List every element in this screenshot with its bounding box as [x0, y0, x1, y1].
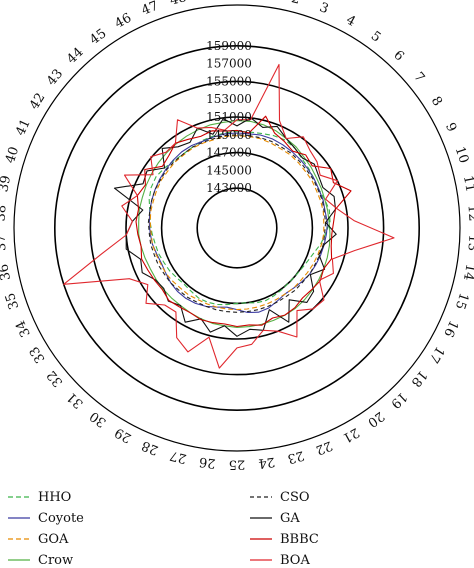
category-label: 32	[44, 367, 66, 389]
category-label: 44	[64, 45, 86, 67]
grid-ring	[125, 116, 349, 340]
radial-tick-label: 151000	[206, 110, 252, 124]
category-label: 36	[0, 263, 14, 282]
legend-label: BOA	[280, 553, 310, 568]
category-label: 48	[168, 0, 188, 9]
category-label: 21	[340, 424, 362, 445]
legend-label: Coyote	[38, 511, 84, 526]
legend-label: CSO	[280, 490, 310, 505]
legend-label: GA	[280, 511, 300, 526]
legend: HHO Coyote GOA Crow CSO GA BBBC BOA	[8, 490, 319, 568]
category-label: 6	[390, 48, 406, 65]
category-label: 49	[198, 0, 216, 2]
series-line-bbbc	[135, 115, 352, 328]
radial-tick-label: 155000	[206, 74, 252, 88]
category-label: 7	[410, 70, 427, 86]
category-label: 33	[27, 343, 49, 365]
series-line-cso	[147, 134, 327, 313]
category-label: 16	[440, 318, 461, 339]
category-label: 20	[365, 408, 387, 430]
category-label: 19	[387, 389, 409, 411]
category-label: 46	[112, 11, 134, 32]
category-label: 35	[3, 291, 22, 311]
category-label: 1	[262, 0, 272, 2]
category-label: 37	[0, 234, 10, 251]
category-label: 9	[442, 121, 459, 135]
category-label: 10	[452, 145, 471, 165]
category-label: 4	[343, 13, 357, 30]
series-line-hho	[148, 130, 331, 306]
category-label: 26	[198, 454, 216, 471]
category-label: 47	[140, 0, 161, 19]
radial-grid	[13, 4, 461, 452]
category-label: 39	[0, 174, 14, 193]
radial-tick-label: 157000	[206, 57, 252, 71]
series-line-boa	[63, 63, 395, 369]
grid-ring	[54, 45, 420, 411]
category-label: 28	[140, 437, 161, 457]
legend-label: GOA	[38, 532, 69, 547]
category-label: 31	[64, 389, 86, 411]
category-label: 12	[464, 204, 474, 221]
series-line-ga	[113, 117, 337, 337]
category-label: 42	[27, 90, 49, 112]
category-label: 38	[0, 204, 10, 221]
legend-label: Crow	[38, 553, 73, 568]
category-label: 41	[13, 117, 34, 138]
series-group	[63, 63, 395, 369]
category-label: 40	[3, 145, 22, 165]
radial-tick-labels: 143000 145000 147000 149000 151000 153000 1550…	[206, 39, 252, 195]
category-label: 5	[368, 29, 384, 46]
category-label: 14	[460, 263, 474, 282]
category-label: 30	[87, 408, 109, 430]
radial-tick-label: 145000	[206, 163, 252, 177]
category-label: 23	[286, 447, 306, 466]
legend-label: HHO	[38, 490, 71, 505]
radial-tick-label: 147000	[206, 146, 252, 160]
category-label: 3	[317, 0, 330, 17]
category-label: 25	[229, 457, 246, 472]
category-label: 11	[460, 174, 474, 193]
category-label: 45	[87, 26, 109, 48]
category-label: 8	[428, 94, 445, 109]
category-label: 17	[426, 343, 448, 365]
category-label: 13	[464, 234, 474, 251]
legend-label: BBBC	[280, 532, 319, 547]
category-label: 18	[408, 367, 430, 389]
category-label: 34	[13, 318, 34, 339]
category-labels: 1234567891011121314151617181920212223242…	[0, 0, 474, 472]
series-line-coyote	[148, 132, 328, 314]
outer-ring	[13, 4, 461, 452]
category-label: 22	[313, 437, 334, 457]
radial-tick-label: 143000	[206, 181, 252, 195]
category-label: 27	[168, 447, 188, 466]
radial-tick-label: 159000	[206, 39, 252, 53]
series-line-goa	[149, 135, 325, 311]
grid-ring	[196, 187, 278, 269]
category-label: 15	[452, 291, 471, 311]
radial-tick-label: 149000	[206, 128, 252, 142]
radial-tick-label: 153000	[206, 92, 252, 106]
grid-ring	[89, 80, 385, 376]
category-label: 43	[44, 66, 66, 88]
category-label: 24	[257, 454, 275, 471]
category-label: 29	[112, 424, 134, 445]
category-label: 2	[290, 0, 302, 8]
